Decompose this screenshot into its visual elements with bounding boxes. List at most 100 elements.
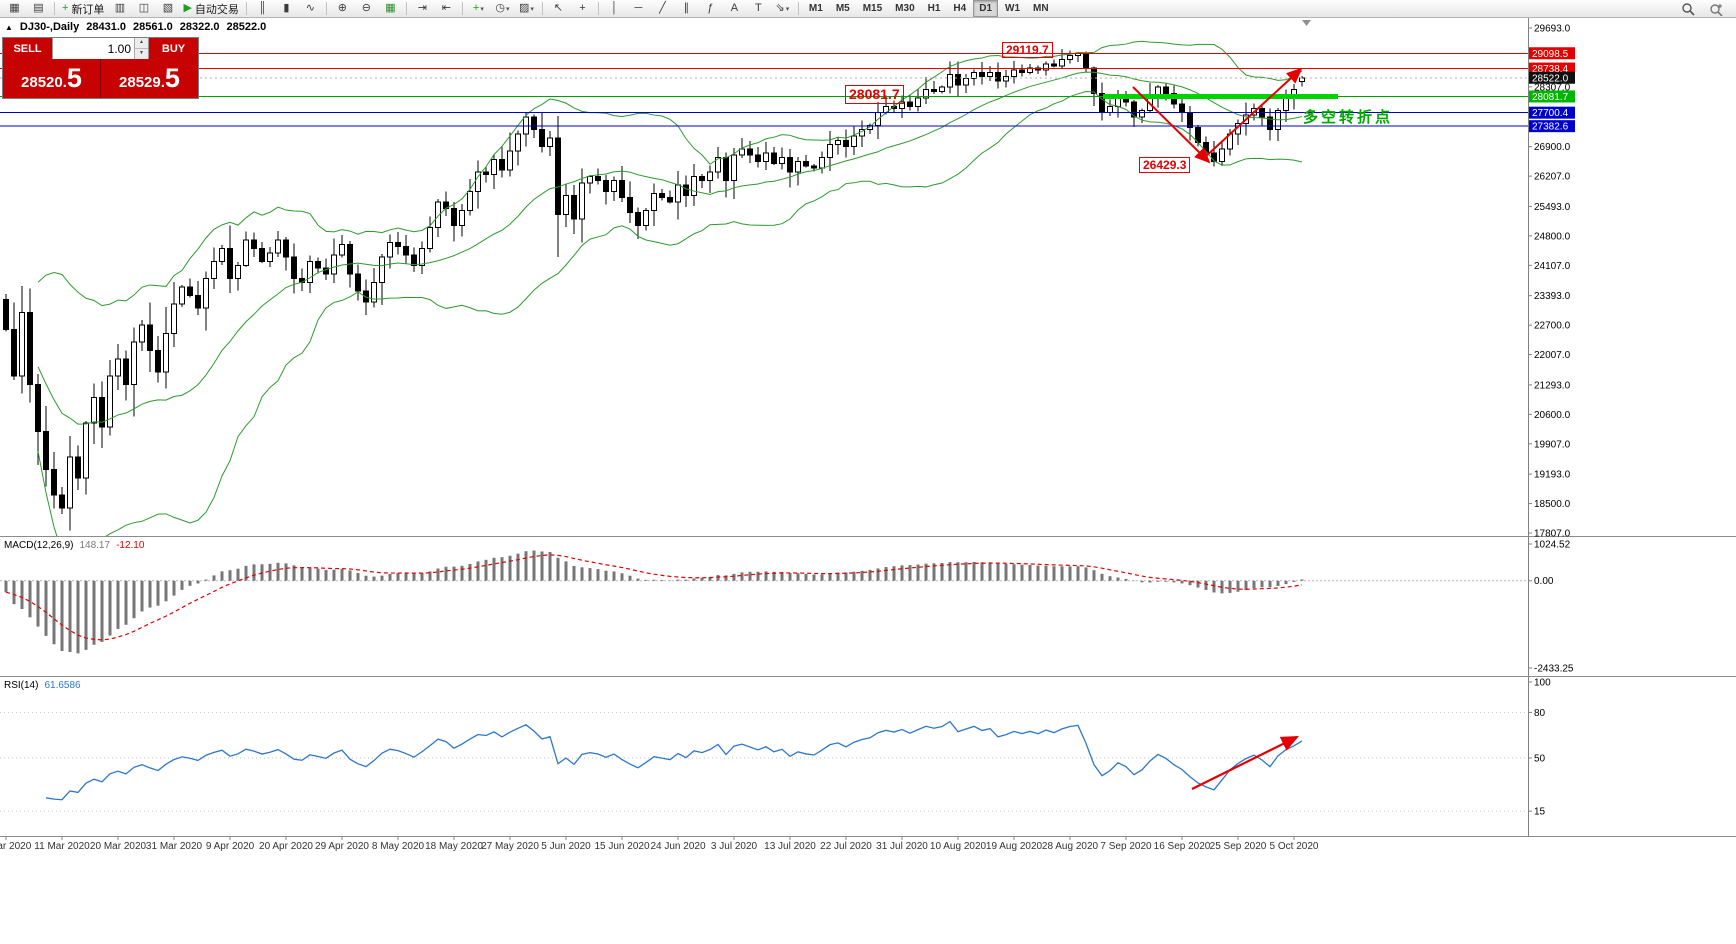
volume-stepper[interactable]: ▲ ▼	[134, 38, 148, 59]
chart-shift-button[interactable]: ⇤	[435, 0, 458, 18]
navigator-button[interactable]: ▧	[156, 0, 179, 18]
timeframe-m1-button[interactable]: M1	[808, 3, 823, 14]
tile-windows-button[interactable]: ▦	[379, 0, 402, 18]
macd-scale[interactable]: 1024.52 0.00 -2433.25	[1528, 540, 1574, 675]
bar-chart-mode-icon: ║	[258, 2, 267, 14]
buy-price[interactable]: 28529. 5	[119, 63, 180, 93]
new-order-label: 新订单	[71, 3, 105, 16]
svg-text:28 Aug 2020: 28 Aug 2020	[1042, 841, 1099, 852]
horizontal-line-icon: ─	[634, 2, 643, 14]
trend-arrow-object[interactable]	[1203, 67, 1303, 159]
volume-down-icon[interactable]: ▼	[135, 49, 148, 59]
new-order-icon: +	[62, 2, 69, 14]
zoom-in-button[interactable]: ⊕	[331, 0, 354, 18]
auto-scroll-button[interactable]: ⇥	[411, 0, 434, 18]
search-icon[interactable]	[1676, 0, 1699, 18]
text-button[interactable]: A	[723, 0, 746, 18]
trend-arrow-object[interactable]	[1132, 86, 1211, 164]
text-label-button[interactable]: T	[747, 0, 770, 18]
sell-price[interactable]: 28520. 5	[21, 63, 82, 93]
new-order-button[interactable]: + 新订单	[59, 0, 107, 18]
chart-shift-marker[interactable]	[1302, 20, 1311, 26]
ohlc-low: 28322.0	[179, 21, 220, 33]
price-scale[interactable]: 29693.0 28307.0 26900.0 26207.0 25493.0 24800…	[1528, 24, 1575, 540]
profiles-button[interactable]: ▤	[27, 0, 50, 18]
templates-icon: ▨	[518, 2, 530, 14]
svg-text:3 Jul 2020: 3 Jul 2020	[711, 841, 758, 852]
timeframe-h1-button[interactable]: H1	[927, 3, 941, 14]
buy-button[interactable]: BUY	[149, 38, 198, 59]
svg-text:25493.0: 25493.0	[1534, 202, 1571, 213]
vertical-line-button[interactable]: │	[603, 0, 626, 18]
crosshair-button[interactable]: +	[571, 0, 594, 18]
svg-text:20600.0: 20600.0	[1534, 410, 1571, 421]
auto-trading-button[interactable]: ▶ 自动交易	[180, 0, 241, 18]
zoom-out-icon: ⊖	[361, 2, 372, 14]
svg-text:11 Mar 2020: 11 Mar 2020	[34, 841, 90, 852]
price-annotation[interactable]: 28081.7	[845, 85, 904, 104]
price-badge	[1529, 62, 1575, 75]
price-annotation[interactable]: 26429.3	[1139, 157, 1191, 174]
svg-text:23393.0: 23393.0	[1534, 291, 1571, 302]
data-window-icon: ◫	[138, 2, 150, 14]
line-chart-mode-button[interactable]: ∿	[299, 0, 322, 18]
svg-text:15 Jun 2020: 15 Jun 2020	[594, 841, 649, 852]
turning-point-note[interactable]: 多空转折点	[1303, 109, 1394, 126]
toolbar-separator	[405, 2, 407, 15]
rsi-label: RSI(14) 61.6586	[4, 680, 81, 691]
svg-text:1024.52: 1024.52	[1534, 540, 1571, 551]
market-watch-button[interactable]: ▥	[108, 0, 131, 18]
bar-chart-mode-button[interactable]: ║	[251, 0, 274, 18]
svg-text:0.00: 0.00	[1534, 576, 1554, 587]
svg-text:8 May 2020: 8 May 2020	[372, 841, 425, 852]
toolbar-separator	[597, 2, 599, 15]
toolbar-separator	[325, 2, 327, 15]
indicators-list-button[interactable]: + ▾	[467, 0, 490, 18]
macd-label: MACD(12,26,9) 148.17 -12.10	[4, 540, 144, 551]
advanced-search-icon[interactable]	[1704, 0, 1727, 18]
trendline-button[interactable]: ╱	[651, 0, 674, 18]
timeframe-d1-button[interactable]: D1	[973, 0, 999, 17]
timeframe-m30-button[interactable]: M30	[895, 3, 915, 14]
templates-button[interactable]: ▨ ▾	[515, 0, 538, 18]
periods-icon: ◷	[495, 2, 505, 14]
timeframe-h4-button[interactable]: H4	[953, 3, 967, 14]
svg-text:20 Mar 2020: 20 Mar 2020	[90, 841, 147, 852]
price-badge	[1529, 106, 1575, 119]
data-window-button[interactable]: ◫	[132, 0, 155, 18]
svg-text:28081.7: 28081.7	[1532, 92, 1569, 103]
equidistant-channel-button[interactable]: ∥	[675, 0, 698, 18]
cursor-button[interactable]: ↖	[547, 0, 570, 18]
rsi-arrow-object[interactable]	[1191, 736, 1299, 790]
auto-scroll-icon: ⇥	[417, 2, 428, 14]
rsi-scale[interactable]: 100 80 50 15	[1528, 678, 1551, 818]
tile-windows-icon: ▦	[385, 2, 396, 14]
timeframe-m15-button[interactable]: M15	[862, 3, 883, 14]
candlestick-mode-button[interactable]: ▮	[275, 0, 298, 18]
arrow-objects-button[interactable]: ⇘ ▾	[771, 0, 794, 18]
line-chart-mode-icon: ∿	[305, 2, 316, 14]
svg-text:19907.0: 19907.0	[1534, 439, 1571, 450]
price-annotation[interactable]: 29119.7	[1002, 42, 1053, 59]
market-watch-icon: ▥	[114, 2, 126, 14]
navigator-icon: ▧	[162, 2, 174, 14]
timeframe-mn-button[interactable]: MN	[1033, 3, 1049, 14]
volume-input[interactable]	[53, 38, 134, 59]
svg-text:27 May 2020: 27 May 2020	[481, 841, 539, 852]
macd-signal-value: -12.10	[116, 540, 145, 551]
fibonacci-button[interactable]: ƒ	[699, 0, 722, 18]
svg-text:5 Jun 2020: 5 Jun 2020	[541, 841, 591, 852]
ohlc-open: 28431.0	[86, 21, 126, 33]
timeframe-m5-button[interactable]: M5	[835, 3, 850, 14]
timeframe-w1-button[interactable]: W1	[1005, 3, 1021, 14]
periods-button[interactable]: ◷ ▾	[491, 0, 514, 18]
auto-trading-icon: ▶	[183, 2, 192, 14]
svg-text:31 Jul 2020: 31 Jul 2020	[876, 841, 928, 852]
new-chart-button[interactable]: ▦	[3, 0, 26, 18]
sell-button[interactable]: SELL	[3, 38, 52, 59]
horizontal-line-button[interactable]: ─	[627, 0, 650, 18]
volume-up-icon[interactable]: ▲	[135, 38, 148, 49]
zoom-out-button[interactable]: ⊖	[355, 0, 378, 18]
